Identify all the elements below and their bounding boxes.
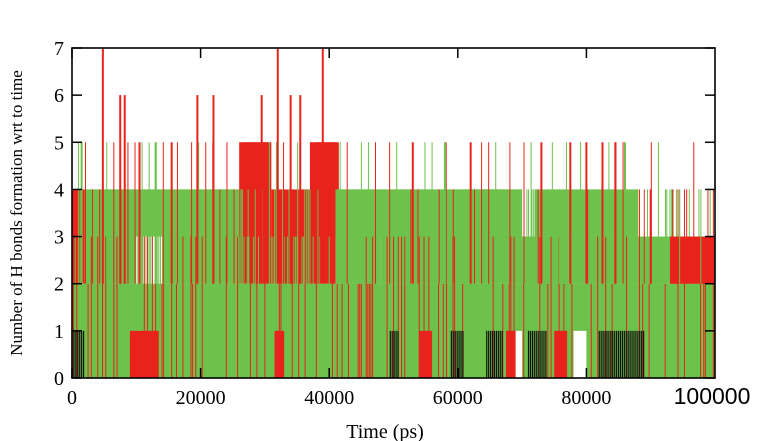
y-axis-title: Number of H bonds formation wrt to time: [7, 70, 26, 356]
y-tick-label: 0: [54, 368, 64, 390]
x-tick-label: 20000: [176, 387, 226, 409]
y-tick-label: 1: [54, 321, 64, 343]
y-tick-label: 5: [54, 132, 64, 154]
white-low-band: [573, 330, 587, 378]
chart-axes: 0 1 2 3 4 5 6 7 0 20000 40000 60000 80000: [54, 38, 715, 409]
segment-bar: [637, 236, 670, 284]
red-low-band: [506, 330, 516, 378]
x-tick-label: 0: [67, 387, 77, 409]
upper-green-band: [84, 189, 240, 237]
plateau-band: [464, 189, 510, 237]
red-low-band: [274, 330, 285, 378]
y-tick-label: 4: [54, 179, 64, 201]
red-block-high: [242, 142, 269, 190]
x-tick-label: 60000: [433, 387, 483, 409]
red-block-high: [316, 142, 339, 190]
chart-marks: [71, 48, 715, 378]
y-tick-label: 7: [54, 38, 64, 60]
plot-frame: [71, 47, 716, 379]
y-tick-label: 2: [54, 274, 64, 296]
x-tick-label: 80000: [561, 387, 611, 409]
x-axis-title: Time (ps): [346, 421, 424, 441]
red-low-band: [419, 330, 433, 378]
white-low-band: [515, 330, 523, 378]
y-tick-label: 3: [54, 227, 64, 249]
red-low-band: [554, 330, 568, 378]
y-tick-label: 6: [54, 85, 64, 107]
x-tick-label-100000: 100000: [674, 383, 751, 409]
red-low-band: [129, 330, 159, 378]
x-tick-label: 40000: [304, 387, 354, 409]
